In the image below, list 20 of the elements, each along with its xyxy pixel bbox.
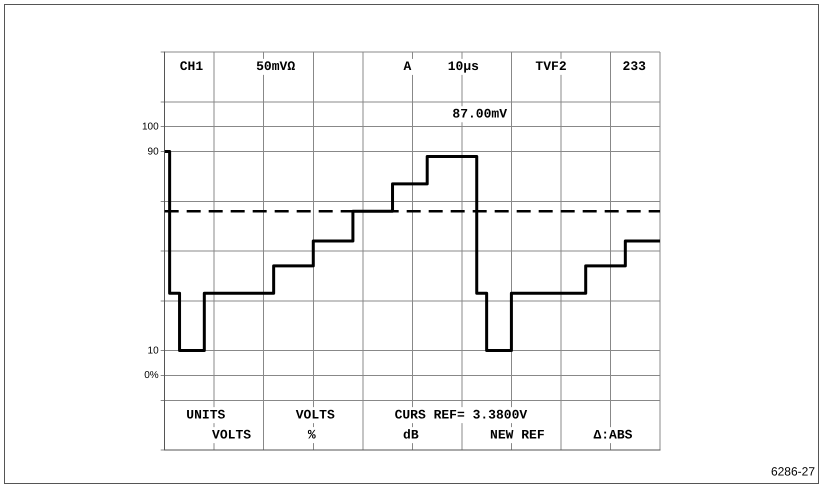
annotation: Δ:ABS [593,427,633,442]
annotation: 233 [622,59,646,74]
text: 6286-27 [770,464,816,478]
annotation: VOLTS [212,427,252,442]
annotation: dB [403,427,419,442]
annotation: 10µs [448,59,480,74]
y-tick-label: 100 [142,121,160,132]
annotation: % [308,427,316,442]
annotation: CH1 [180,59,204,74]
annotation: 87.00mV [452,106,508,122]
annotation: TVF2 [535,59,567,74]
annotation: 50mVΩ [256,59,296,74]
annotation: UNITS [186,407,226,422]
annotation: CURS REF= 3.3800V [394,407,528,422]
annotation: NEW REF [490,427,545,442]
y-tick-label: 0% [144,370,159,382]
annotation: VOLTS [296,407,335,422]
annotation: A [403,59,412,74]
y-tick-label: 90 [148,146,160,158]
y-tick-label: 10 [148,345,160,356]
